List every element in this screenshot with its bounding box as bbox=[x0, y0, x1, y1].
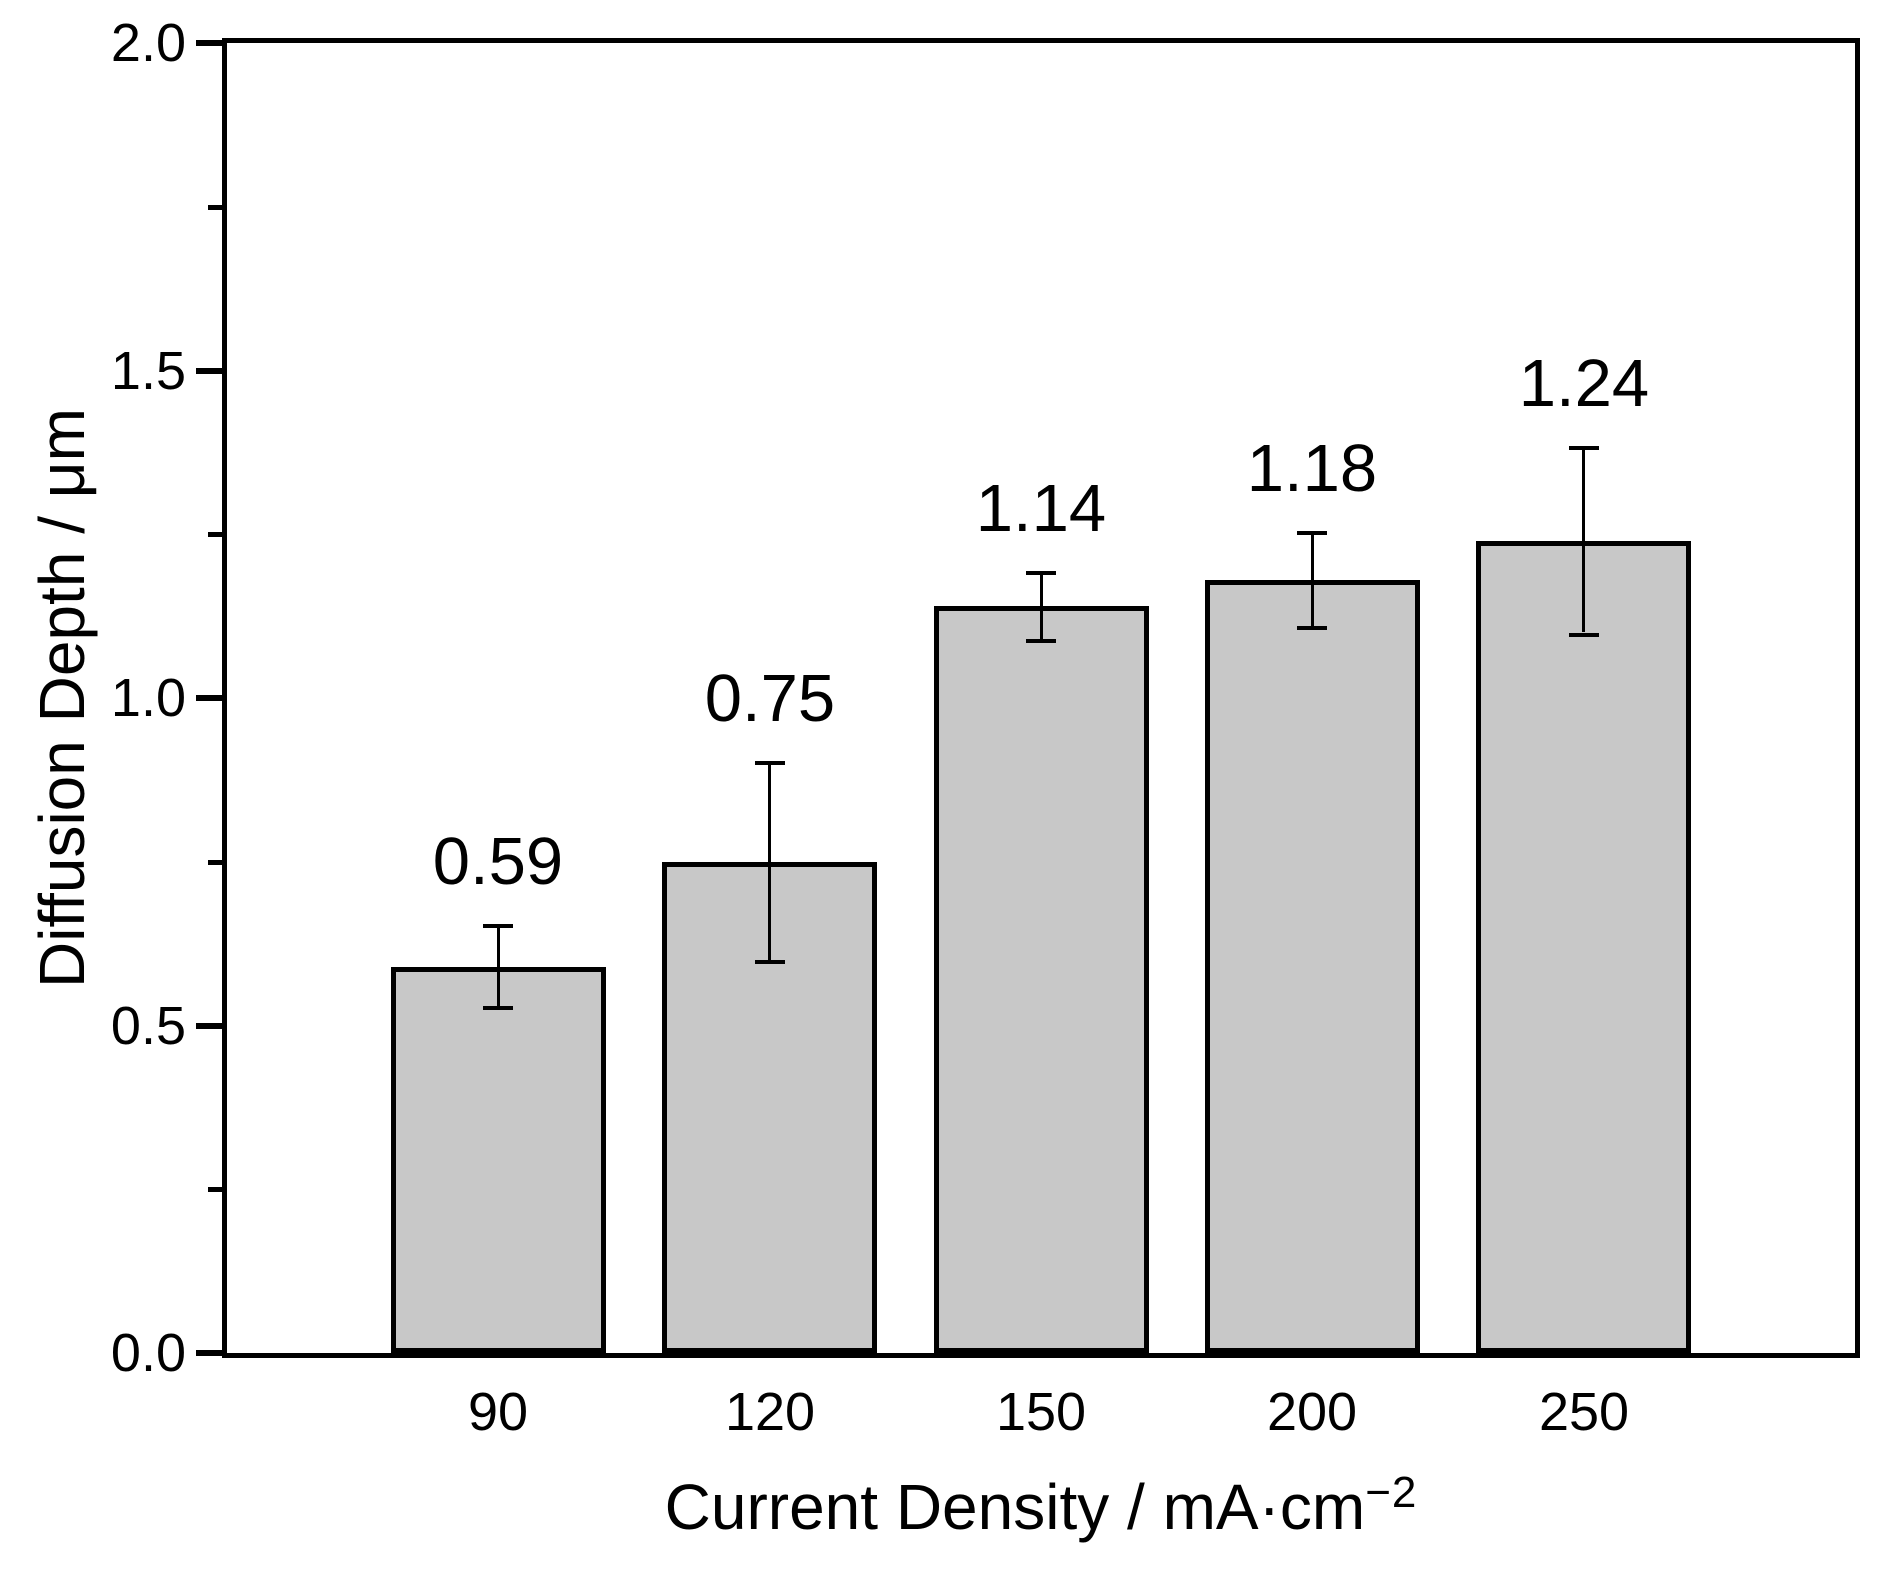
error-bar-bottom-cap bbox=[755, 960, 785, 964]
x-axis-title-text: Current Density / mA·cm bbox=[664, 1471, 1366, 1543]
y-minor-tick bbox=[208, 204, 222, 210]
error-bar bbox=[1311, 534, 1314, 626]
error-bar bbox=[497, 927, 500, 1006]
x-axis-title: Current Density / mA·cm−2 bbox=[227, 1468, 1855, 1554]
x-tick-label: 90 bbox=[467, 1382, 529, 1442]
y-minor-tick bbox=[208, 859, 222, 865]
bar-value-label: 1.18 bbox=[1246, 431, 1378, 506]
bar-250 bbox=[1476, 541, 1691, 1353]
error-bar-bottom-cap bbox=[1297, 626, 1327, 630]
y-minor-tick bbox=[208, 1187, 222, 1193]
x-tick-label: 150 bbox=[995, 1382, 1087, 1442]
error-bar-top-cap bbox=[1026, 571, 1056, 575]
y-tick-label: 1.5 bbox=[110, 340, 186, 401]
x-axis-title-superscript: −2 bbox=[1365, 1468, 1418, 1517]
error-bar bbox=[1040, 574, 1043, 640]
x-tick-label: 200 bbox=[1266, 1382, 1358, 1442]
error-bar bbox=[768, 764, 771, 961]
y-minor-tick bbox=[208, 532, 222, 538]
x-tick-label: 250 bbox=[1538, 1382, 1630, 1442]
y-axis-title: Diffusion Depth / μm bbox=[26, 408, 98, 988]
error-bar-bottom-cap bbox=[1569, 633, 1599, 637]
y-major-tick bbox=[196, 1022, 222, 1029]
y-major-tick bbox=[196, 1350, 222, 1356]
y-major-tick bbox=[196, 367, 222, 374]
error-bar-bottom-cap bbox=[1026, 639, 1056, 643]
error-bar-top-cap bbox=[755, 761, 785, 765]
bar-value-label: 0.59 bbox=[432, 824, 564, 899]
error-bar-bottom-cap bbox=[483, 1006, 513, 1010]
error-bar-top-cap bbox=[483, 924, 513, 928]
bar-value-label: 0.75 bbox=[704, 661, 836, 736]
bar-200 bbox=[1205, 580, 1420, 1353]
y-major-tick bbox=[196, 40, 222, 46]
y-tick-label: 2.0 bbox=[110, 13, 186, 73]
error-bar bbox=[1582, 449, 1585, 632]
y-tick-label: 1.0 bbox=[110, 668, 186, 728]
error-bar-top-cap bbox=[1569, 446, 1599, 450]
error-bar-top-cap bbox=[1297, 531, 1327, 535]
bar-value-label: 1.24 bbox=[1518, 346, 1650, 421]
y-tick-label: 0.5 bbox=[110, 995, 186, 1056]
y-tick-label: 0.0 bbox=[110, 1323, 186, 1383]
bar-150 bbox=[934, 606, 1149, 1353]
bar-value-label: 1.14 bbox=[975, 471, 1107, 546]
y-major-tick bbox=[196, 695, 222, 701]
bar-90 bbox=[391, 967, 606, 1353]
x-tick-label: 120 bbox=[724, 1382, 816, 1442]
